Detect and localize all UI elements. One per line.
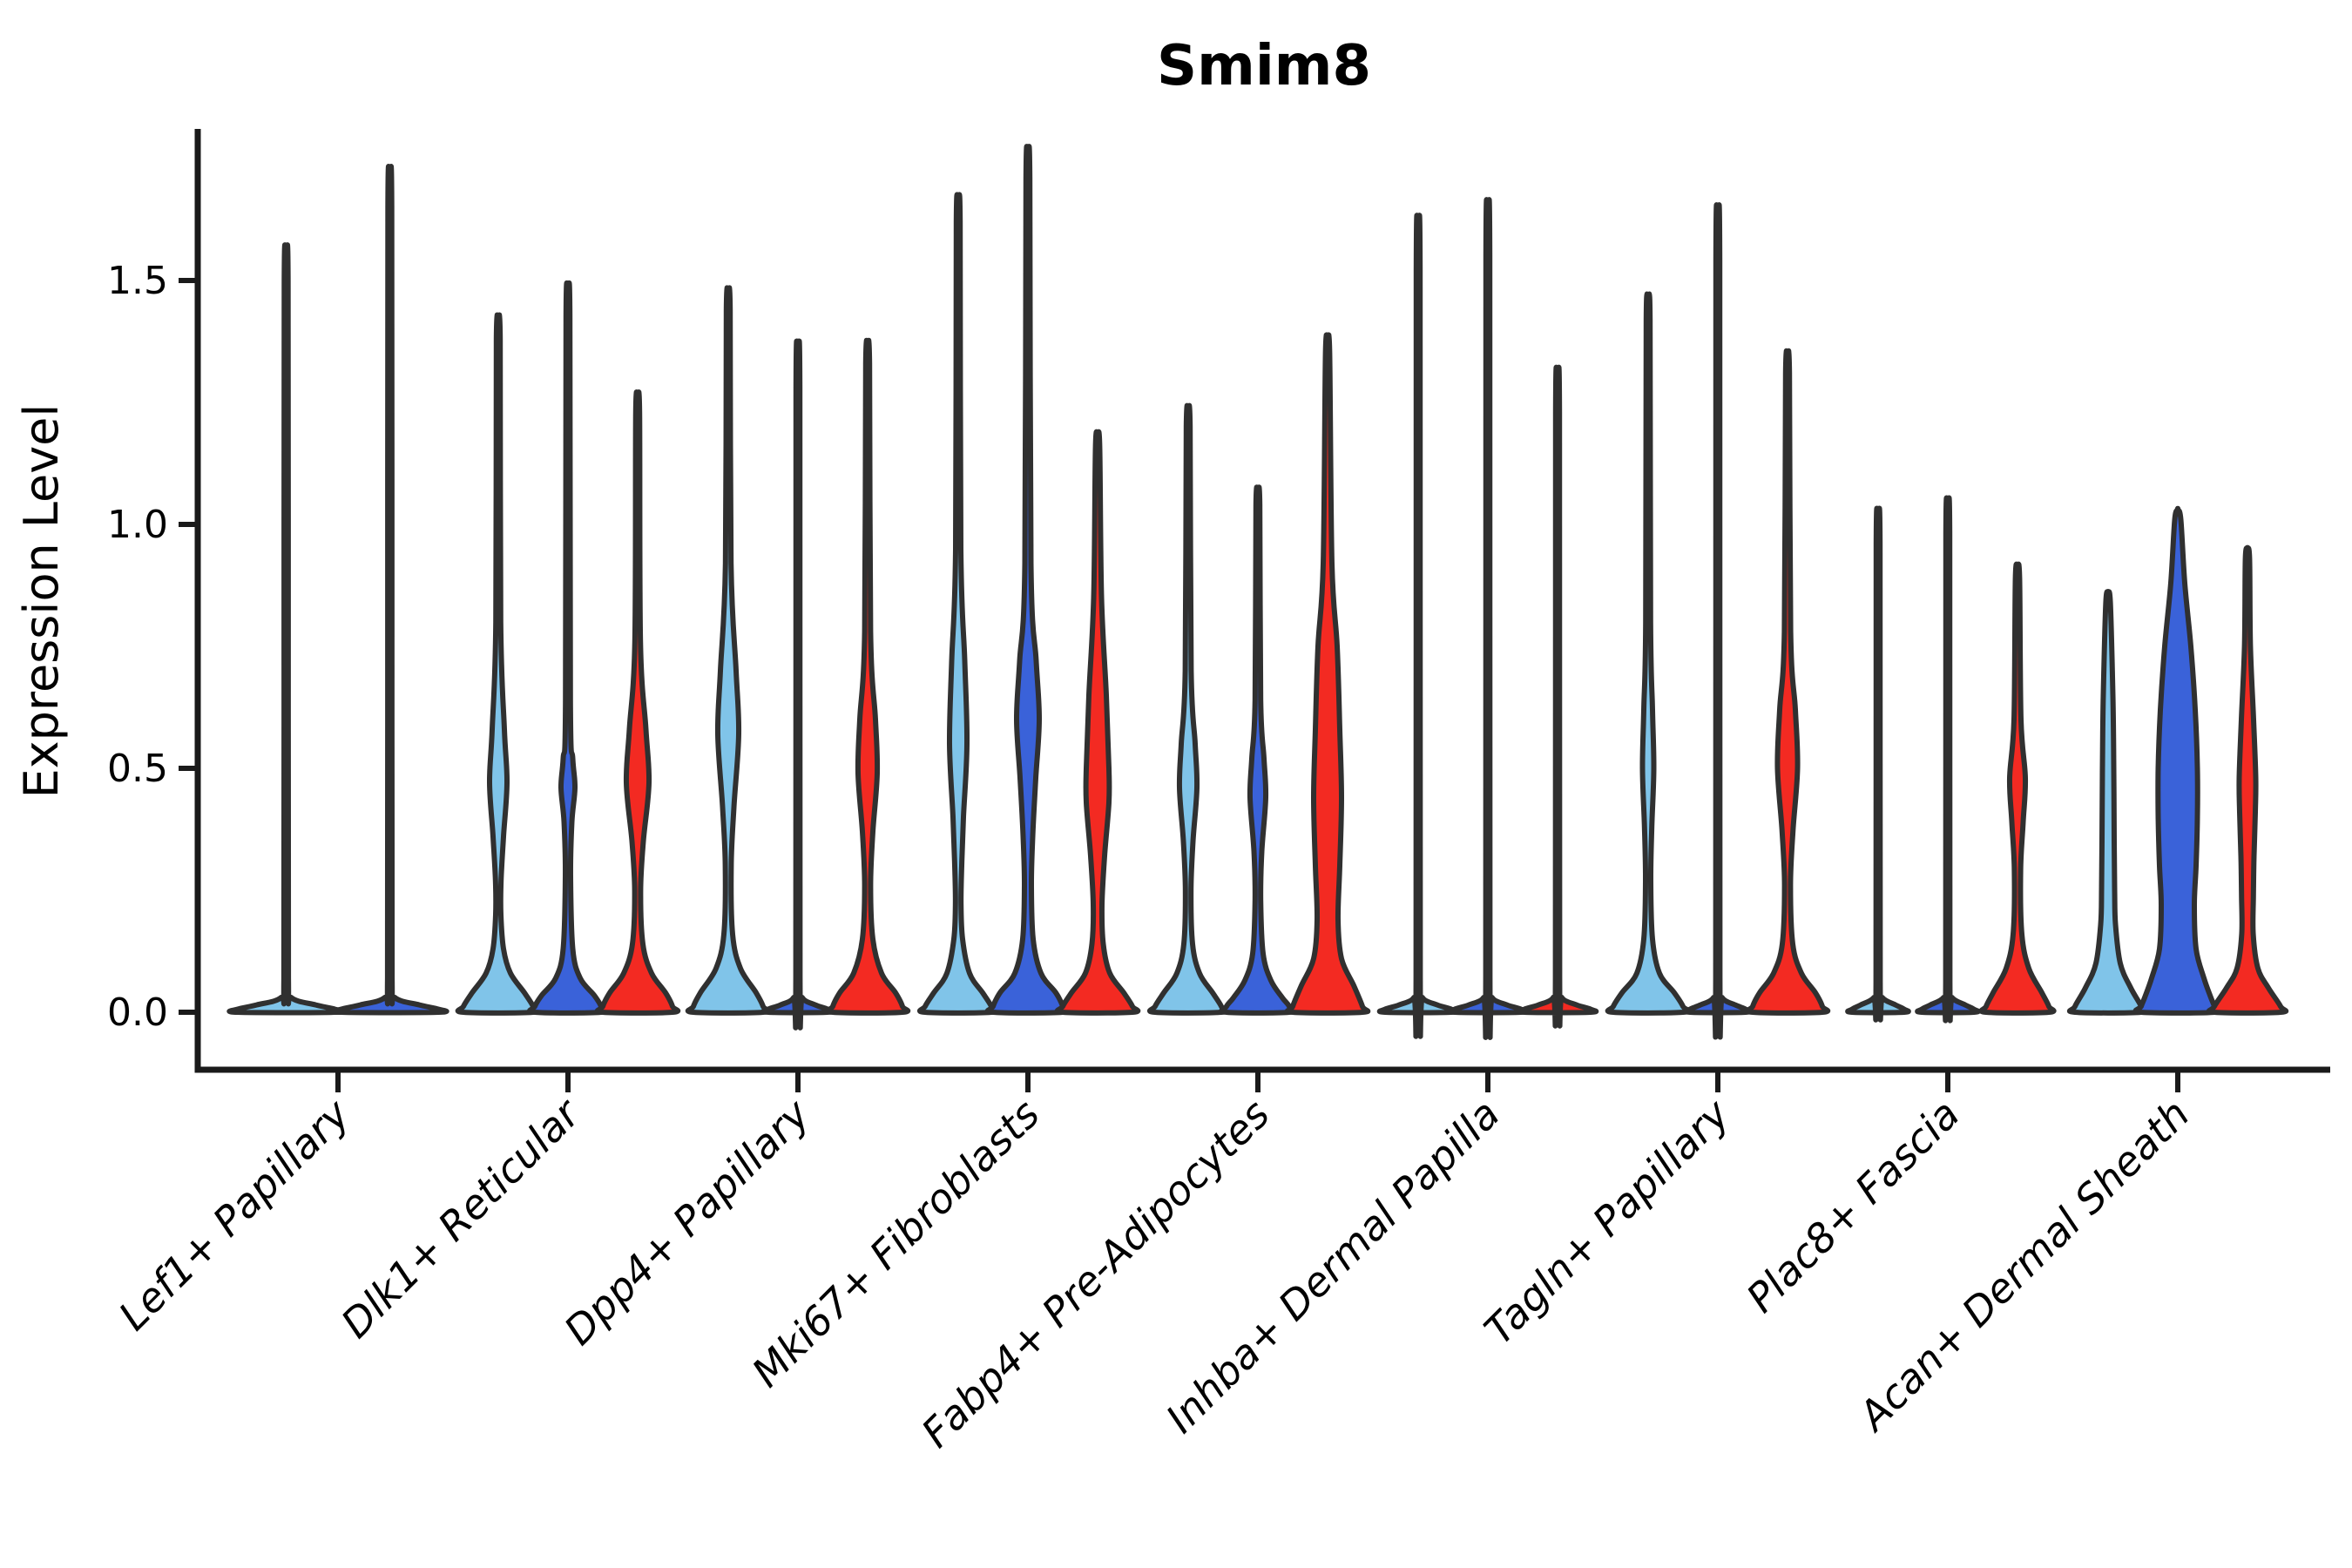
violin-8-2 bbox=[1915, 495, 1981, 1024]
violin-3-3 bbox=[824, 337, 911, 1016]
violin-5-1 bbox=[1146, 402, 1230, 1016]
violins-layer bbox=[226, 144, 2289, 1040]
violin-1-1 bbox=[226, 242, 346, 1016]
violin-9-2 bbox=[2132, 505, 2223, 1016]
x-tick-label: Lef1+ Papillary bbox=[110, 1090, 359, 1339]
y-tick-label: 1.0 bbox=[107, 503, 168, 547]
violin-4-2 bbox=[984, 144, 1071, 1016]
violin-7-1 bbox=[1605, 291, 1692, 1016]
violin-9-1 bbox=[2066, 588, 2150, 1016]
y-axis-label: Expression Level bbox=[14, 404, 69, 799]
violin-7-3 bbox=[1744, 348, 1831, 1016]
violin-4-3 bbox=[1054, 429, 1141, 1016]
violin-6-3 bbox=[1516, 364, 1599, 1029]
chart-title: Smim8 bbox=[1157, 34, 1371, 98]
x-tick-label: Tagln+ Papillary bbox=[1475, 1090, 1739, 1354]
violin-6-1 bbox=[1376, 213, 1460, 1039]
violin-1-2 bbox=[330, 163, 449, 1016]
violin-2-1 bbox=[455, 312, 542, 1016]
x-tick-label: Plac8+ Fascia bbox=[1737, 1091, 1968, 1321]
y-tick-label: 0.0 bbox=[107, 990, 168, 1035]
x-tick-label: Dlk1+ Reticular bbox=[332, 1088, 591, 1347]
violin-9-3 bbox=[2206, 544, 2289, 1016]
x-tick-label: Dpp4+ Papillary bbox=[555, 1090, 819, 1354]
violin-8-3 bbox=[1978, 561, 2057, 1016]
violin-5-2 bbox=[1219, 484, 1297, 1016]
violin-4-1 bbox=[916, 192, 1000, 1016]
violin-8-1 bbox=[1845, 505, 1911, 1023]
violin-6-2 bbox=[1446, 197, 1530, 1040]
violin-7-2 bbox=[1682, 202, 1754, 1040]
y-tick-label: 1.5 bbox=[107, 259, 168, 303]
violin-5-3 bbox=[1284, 332, 1371, 1016]
violin-2-2 bbox=[527, 280, 609, 1016]
violin-3-2 bbox=[760, 338, 835, 1031]
y-tick-label: 0.5 bbox=[107, 747, 168, 791]
violin-3-1 bbox=[685, 285, 772, 1016]
violin-2-3 bbox=[594, 389, 681, 1016]
